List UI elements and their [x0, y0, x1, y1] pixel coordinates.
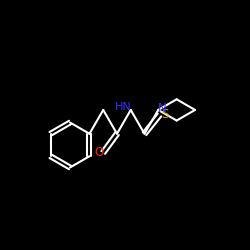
Text: N: N: [158, 102, 167, 115]
Text: S: S: [161, 108, 168, 122]
Text: O: O: [94, 146, 103, 159]
Text: HN: HN: [115, 102, 132, 113]
